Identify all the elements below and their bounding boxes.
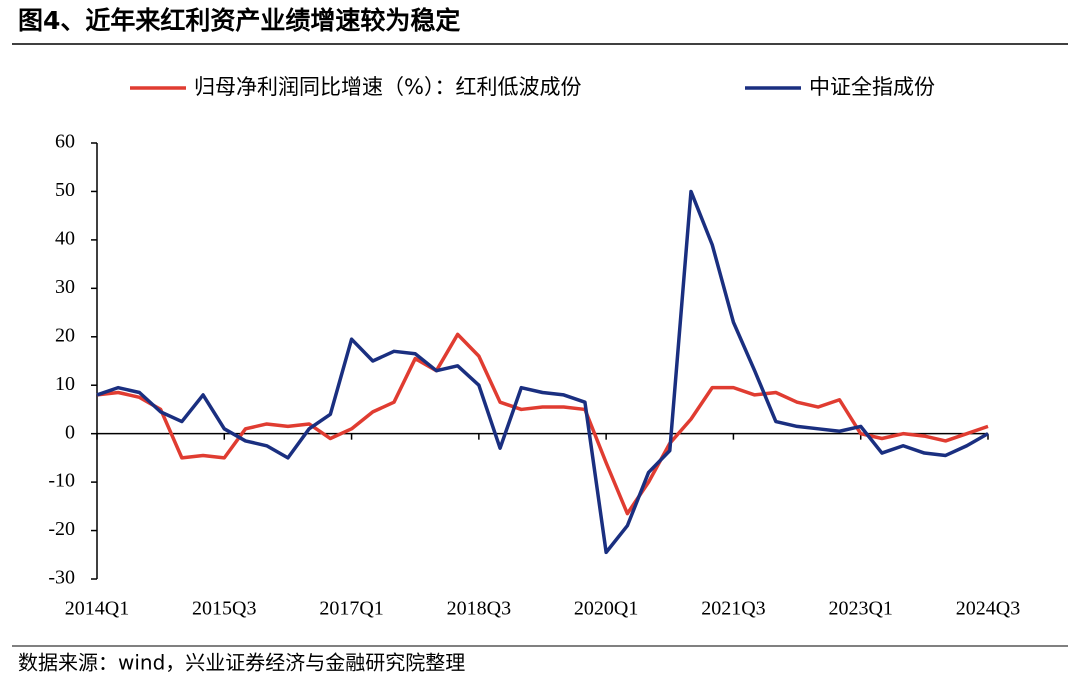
y-tick-label: 60	[55, 131, 75, 153]
y-tick-label: 30	[55, 276, 75, 298]
x-tick-label: 2018Q3	[447, 598, 511, 620]
y-tick-label: 10	[55, 373, 75, 395]
x-tick-label: 2017Q1	[319, 598, 383, 620]
chart-title: 图4、近年来红利资产业绩增速较为稳定	[18, 6, 460, 35]
x-tick-label: 2023Q1	[828, 598, 892, 620]
y-tick-label: -30	[48, 567, 75, 589]
legend-label: 中证全指成份	[809, 75, 935, 99]
y-tick-label: -10	[48, 470, 75, 492]
line-series	[96, 332, 989, 516]
y-tick-label: 40	[55, 227, 75, 249]
y-tick-label: 20	[55, 324, 75, 346]
y-tick-label: -20	[48, 518, 75, 540]
y-tick-label: 50	[55, 179, 75, 201]
x-tick-label: 2020Q1	[574, 598, 638, 620]
y-tick-label: 0	[65, 421, 75, 443]
x-tick-label: 2015Q3	[192, 598, 256, 620]
x-tick-label: 2021Q3	[701, 598, 765, 620]
x-tick-label: 2024Q3	[956, 598, 1020, 620]
line-series	[96, 189, 989, 555]
x-tick-label: 2014Q1	[65, 598, 129, 620]
legend-label: 归母净利润同比增速（%）：红利低波成份	[194, 75, 581, 99]
source: 数据来源：wind，兴业证券经济与金融研究院整理	[18, 651, 465, 675]
